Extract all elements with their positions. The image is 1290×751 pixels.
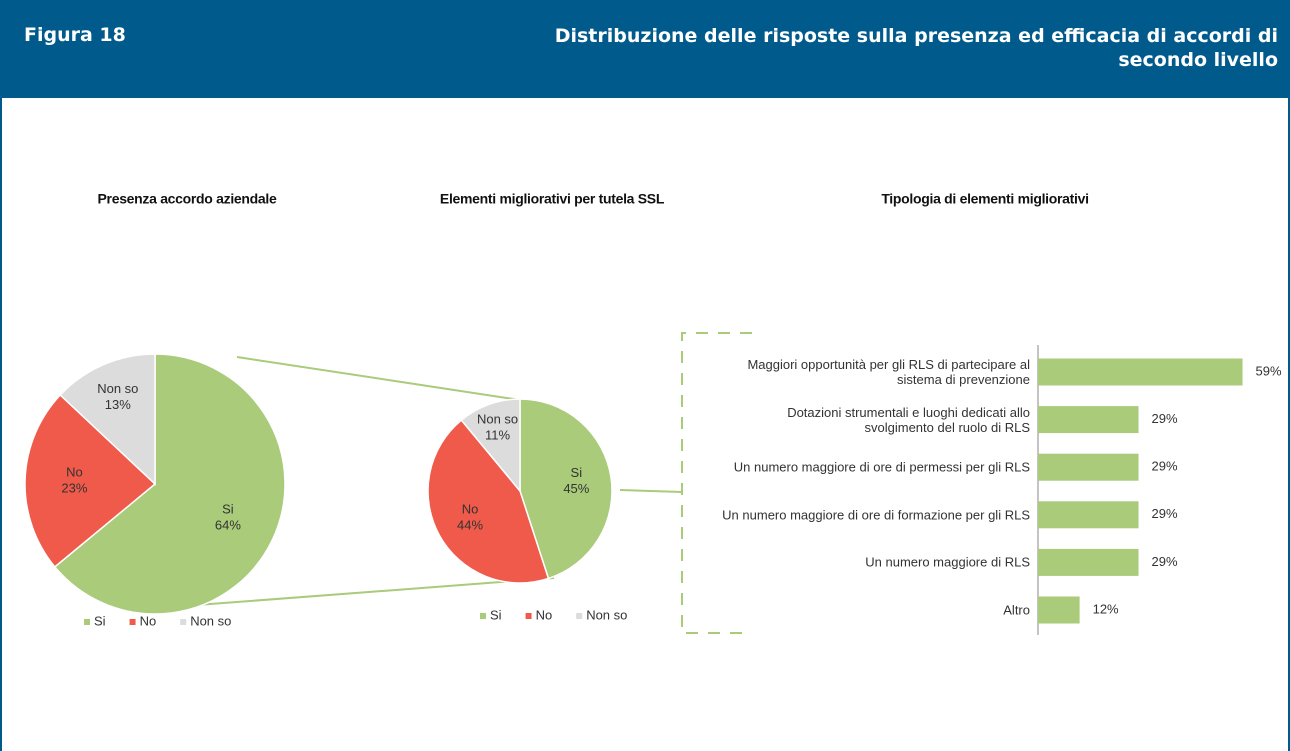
pie-slice <box>519 398 613 580</box>
legend-swatch <box>576 613 583 619</box>
slice-category: Non so <box>477 412 518 427</box>
category-label: Un numero maggiore di RLS <box>865 554 1030 570</box>
slice-category: Si <box>571 466 583 481</box>
legend-label: Si <box>94 613 106 628</box>
category-label: Maggiori opportunità per gli RLS di part… <box>747 357 1030 387</box>
chart-title: Elementi migliorativi per tutela SSL <box>440 191 665 207</box>
bracket <box>681 332 752 634</box>
bar <box>1038 358 1243 386</box>
legend-swatch <box>525 613 532 619</box>
legend-swatch <box>84 619 90 625</box>
slice-value: 23% <box>61 481 87 496</box>
slice-value: 11% <box>485 428 510 443</box>
chart-title: Tipologia di elementi migliorativi <box>881 191 1088 207</box>
pie-slice <box>59 353 156 486</box>
category-label: Un numero maggiore di ore di permessi pe… <box>733 459 1030 475</box>
pie-slice <box>427 419 550 584</box>
slice-category: Non so <box>97 382 138 397</box>
slice-category: No <box>462 502 479 517</box>
slice-value: 13% <box>105 398 131 413</box>
slice-label: Non so 11% <box>477 412 518 443</box>
pie-slice <box>53 353 286 615</box>
bar <box>1038 453 1139 481</box>
value-label: 29% <box>1152 554 1178 569</box>
figure-label: Figura 18 <box>24 24 126 46</box>
pie-slice <box>24 393 157 568</box>
legend-swatch <box>180 619 187 625</box>
slice-label: No 23% <box>61 465 87 496</box>
figure-title: Distribuzione delle risposte sulla prese… <box>554 25 1278 71</box>
slice-category: No <box>66 465 83 480</box>
bar <box>1038 548 1139 576</box>
slice-value: 44% <box>457 518 483 533</box>
slice-value: 64% <box>215 518 241 533</box>
value-label: 29% <box>1152 411 1178 426</box>
legend-label: Non so <box>190 613 231 628</box>
connectors <box>196 332 752 634</box>
category-label: Un numero maggiore di ore di formazione … <box>722 507 1030 523</box>
chart-title: Presenza accordo aziendale <box>98 191 277 207</box>
legend-label: Si <box>490 607 502 622</box>
slice-label: Si 45% <box>563 466 589 497</box>
legend-swatch <box>480 613 486 619</box>
slice-label: No 44% <box>457 502 483 533</box>
legend-swatch <box>129 619 136 625</box>
connector <box>619 489 683 493</box>
value-label: 29% <box>1152 459 1178 474</box>
header: Figura 18 Distribuzione delle risposte s… <box>2 0 1288 98</box>
value-label: 12% <box>1093 601 1119 616</box>
legend-label: Non so <box>586 607 627 622</box>
legend-label: No <box>140 613 157 628</box>
connector <box>196 577 555 606</box>
slice-value: 45% <box>563 482 589 497</box>
bar <box>1038 501 1139 529</box>
value-label: 29% <box>1152 506 1178 521</box>
slice-label: Non so 13% <box>97 382 138 413</box>
category-label: Altro <box>1003 602 1030 618</box>
value-label: 59% <box>1256 363 1282 378</box>
pie-slice <box>460 398 521 494</box>
connector <box>236 356 521 401</box>
bar <box>1038 406 1139 434</box>
slice-label: Si 64% <box>215 502 241 533</box>
bar <box>1038 596 1080 624</box>
category-label: Dotazioni strumentali e luoghi dedicati … <box>787 404 1030 435</box>
legend-label: No <box>536 607 553 622</box>
slice-category: Si <box>222 502 234 517</box>
